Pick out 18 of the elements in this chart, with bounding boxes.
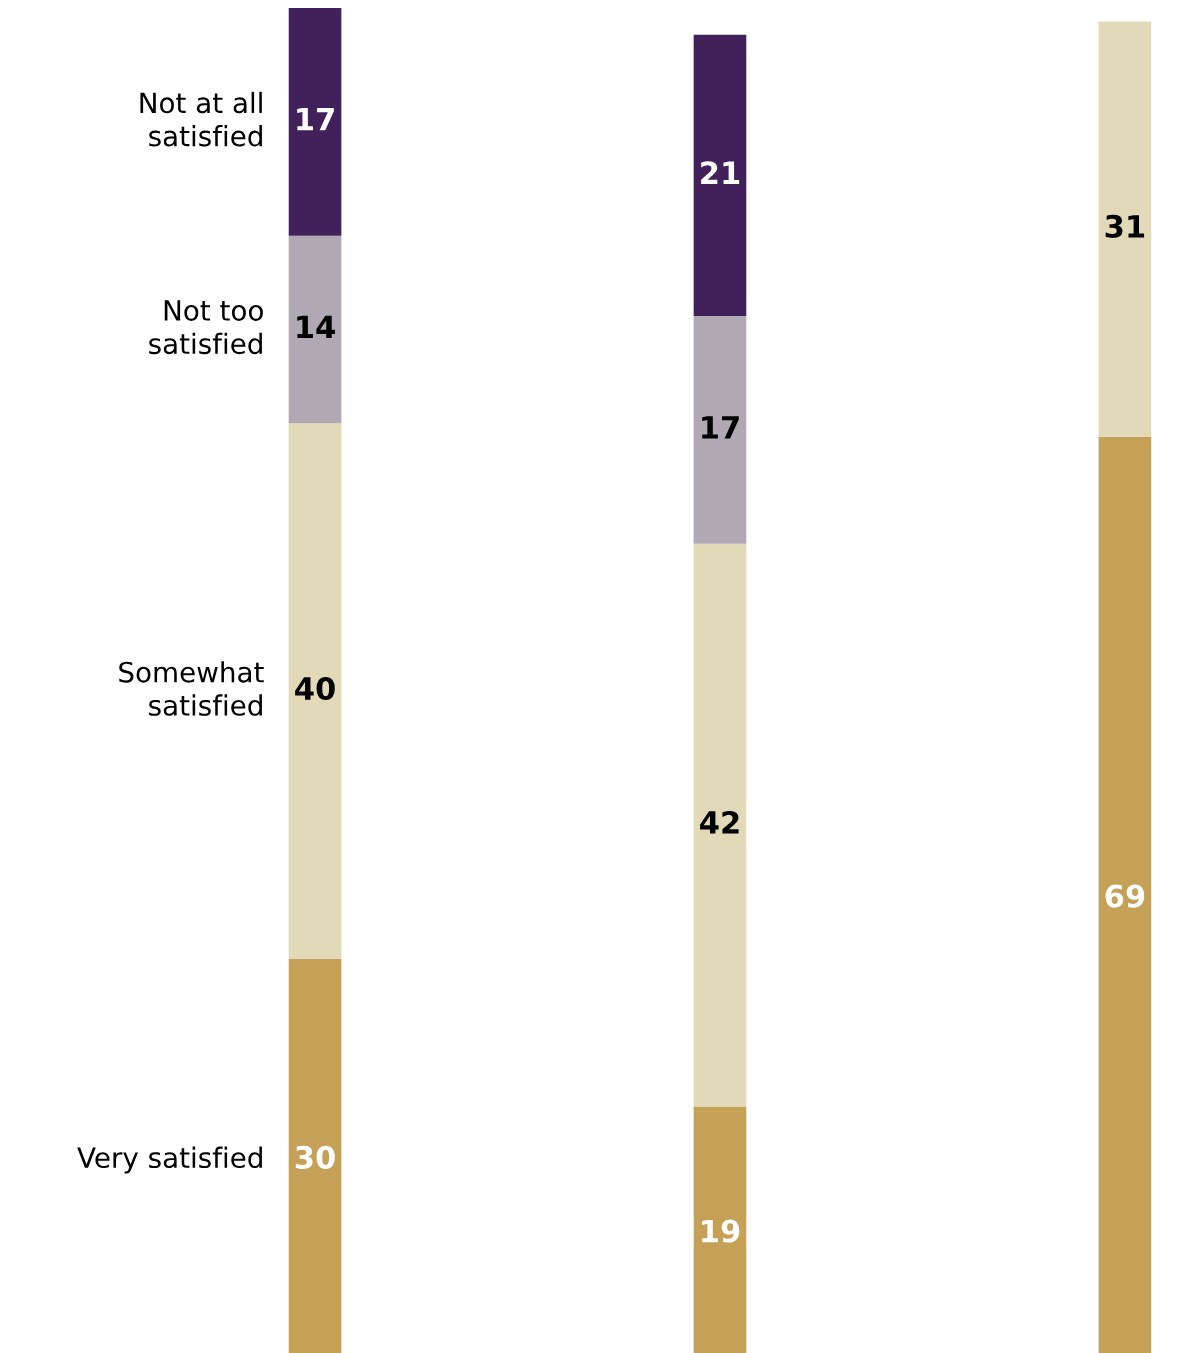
bar (288, 8, 342, 236)
data-label: 69 (1105, 884, 1145, 908)
data-label: 17 (702, 416, 739, 439)
series-label: Very satisfied (77, 1146, 262, 1174)
data-label: 30 (295, 1145, 335, 1169)
data-label: 19 (702, 1219, 740, 1243)
data-label: 14 (297, 315, 335, 338)
data-label: 17 (297, 108, 334, 131)
series-label: Somewhat satisfied (119, 661, 264, 716)
series-label: Not too satisfied (149, 300, 263, 355)
bar (693, 316, 747, 544)
data-label: 42 (700, 810, 739, 834)
bar (693, 34, 747, 317)
data-label: 40 (295, 676, 335, 701)
bar (288, 235, 342, 424)
data-label: 31 (1105, 214, 1145, 238)
data-label: 21 (701, 161, 740, 184)
series-label: Not at all satisfied (140, 91, 262, 147)
